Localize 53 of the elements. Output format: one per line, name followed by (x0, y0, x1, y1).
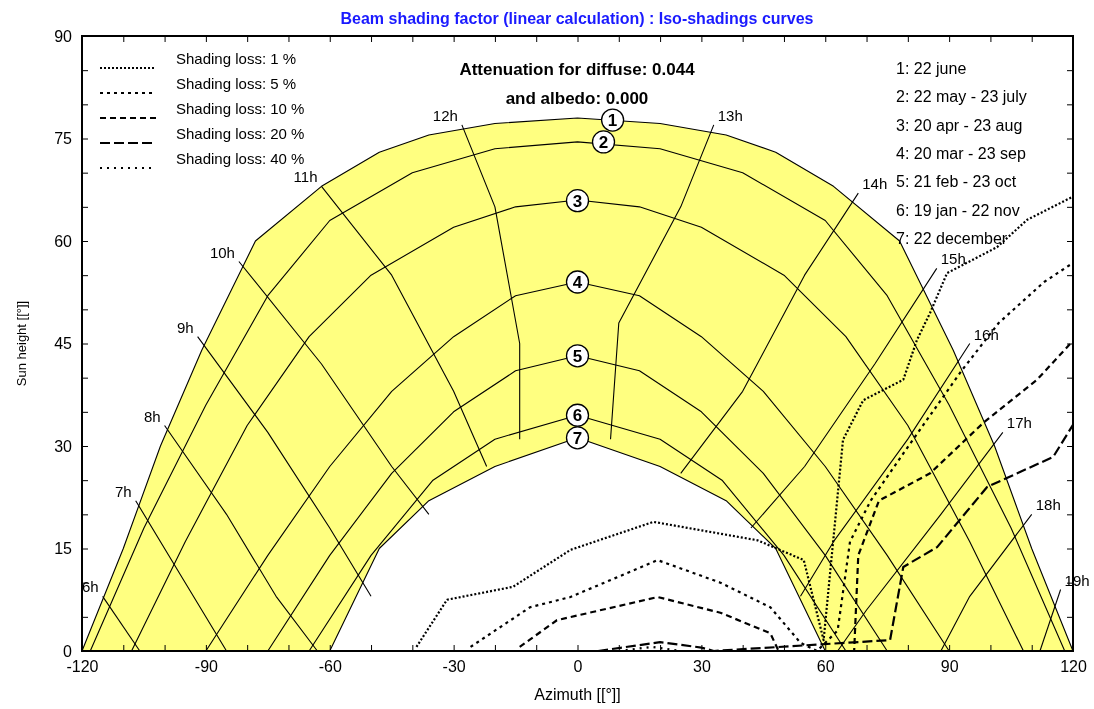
x-axis-title: Azimuth [[°]] (534, 686, 621, 703)
annotation: 5: 21 feb - 23 oct (896, 173, 1017, 191)
annotation: 6: 19 jan - 22 nov (896, 201, 1020, 219)
x-tick-label: 0 (573, 658, 583, 676)
series-label: 14h (862, 175, 888, 193)
x-tick-label: -120 (66, 658, 99, 676)
annotation: 1: 22 june (896, 60, 967, 77)
y-tick-label: 75 (54, 130, 73, 148)
annotation: 3 (572, 191, 583, 211)
series-label: 18h (1035, 496, 1061, 514)
series-label: 12h (432, 106, 458, 124)
y-tick-label: 30 (54, 437, 73, 455)
series-label: 15h (940, 250, 966, 268)
y-tick-label: 15 (54, 540, 73, 558)
legend-label: Shading loss: 10 % (176, 100, 305, 117)
series-label: 8h (143, 407, 161, 425)
legend-label: Shading loss: 20 % (176, 125, 305, 142)
y-axis-title: Sun height [[°]] (14, 300, 29, 387)
series-label: 16h (973, 325, 999, 343)
x-tick-label: 30 (692, 658, 711, 676)
annotation: 7: 22 december (896, 229, 1008, 247)
x-tick-label: -30 (442, 658, 466, 676)
y-tick-label: 45 (54, 335, 73, 353)
annotation: 3: 20 apr - 23 aug (896, 116, 1023, 134)
x-tick-label: -60 (318, 658, 342, 676)
x-tick-label: 90 (940, 658, 959, 676)
series-label: 7h (114, 482, 132, 500)
x-tick-label: -90 (194, 658, 219, 676)
series-label: 6h (81, 578, 99, 596)
series-label: 17h (1006, 414, 1032, 432)
annotation: and albedo: 0.000 (505, 89, 649, 108)
annotation: 6 (572, 406, 583, 426)
x-tick-label: 60 (816, 658, 835, 676)
series-label: 10h (209, 243, 235, 261)
legend-label: Shading loss: 40 % (176, 150, 305, 167)
series-label: 9h (176, 318, 194, 336)
y-tick-label: 0 (63, 642, 73, 660)
legend-label: Shading loss: 5 % (176, 75, 297, 92)
legend-label: Shading loss: 1 % (176, 50, 297, 67)
series-label: 11h (293, 168, 318, 186)
annotation: 4: 20 mar - 23 sep (896, 144, 1026, 162)
annotation: 1 (607, 111, 618, 131)
annotation: 5 (572, 346, 583, 366)
series-label: 13h (717, 106, 743, 124)
x-tick-label: 120 (1060, 658, 1087, 676)
y-tick-label: 60 (54, 232, 73, 250)
y-tick-label: 90 (54, 27, 73, 45)
chart-title: Beam shading factor (linear calculation) : Iso-shadings curves (340, 10, 814, 27)
annotation: 2: 22 may - 23 july (896, 88, 1027, 106)
annotation: 4 (572, 273, 583, 292)
annotation: 7 (572, 428, 583, 448)
annotation: 2 (598, 132, 609, 152)
annotation: Attenuation for diffuse: 0.044 (459, 60, 696, 79)
